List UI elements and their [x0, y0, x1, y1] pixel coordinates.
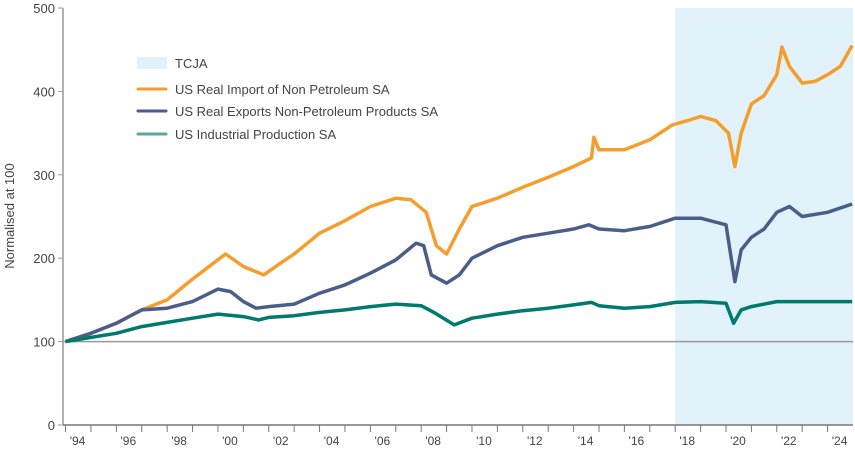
y-tick-label: 100	[33, 335, 55, 350]
x-tick-label: '06	[375, 434, 391, 448]
legend-swatch-tcja	[137, 57, 167, 69]
x-tick-label: '94	[70, 434, 86, 448]
x-tick-label: '00	[222, 434, 238, 448]
y-axis-label: Normalised at 100	[2, 163, 17, 269]
x-tick-label: '24	[832, 434, 848, 448]
legend-label-tcja: TCJA	[175, 56, 208, 71]
legend-label-exports: US Real Exports Non-Petroleum Products S…	[175, 104, 438, 119]
x-tick-label: '20	[730, 434, 746, 448]
series-line-1	[64, 202, 853, 344]
x-tick-label: '16	[629, 434, 645, 448]
x-tick-label: '14	[578, 434, 594, 448]
y-tick-label: 300	[33, 168, 55, 183]
x-tick-label: '04	[324, 434, 340, 448]
legend-label-industrial: US Industrial Production SA	[175, 127, 336, 142]
x-tick-label: '12	[527, 434, 543, 448]
x-tick-label: '08	[425, 434, 441, 448]
x-tick-label: '10	[476, 434, 492, 448]
series-line-0	[64, 44, 854, 344]
tcja-shaded-region	[675, 8, 853, 425]
x-tick-label: '18	[679, 434, 695, 448]
y-tick-label: 200	[33, 251, 55, 266]
y-tick-label: 500	[33, 1, 55, 16]
y-tick-label: 0	[48, 418, 55, 433]
x-tick-label: '22	[781, 434, 797, 448]
x-tick-label: '02	[273, 434, 289, 448]
legend-label-imports: US Real Import of Non Petroleum SA	[175, 82, 390, 97]
y-tick-label: 400	[33, 84, 55, 99]
legend: TCJA US Real Import of Non Petroleum SA …	[136, 56, 438, 142]
x-tick-label: '96	[121, 434, 137, 448]
x-tick-label: '98	[171, 434, 187, 448]
series-line-2	[65, 299, 853, 344]
